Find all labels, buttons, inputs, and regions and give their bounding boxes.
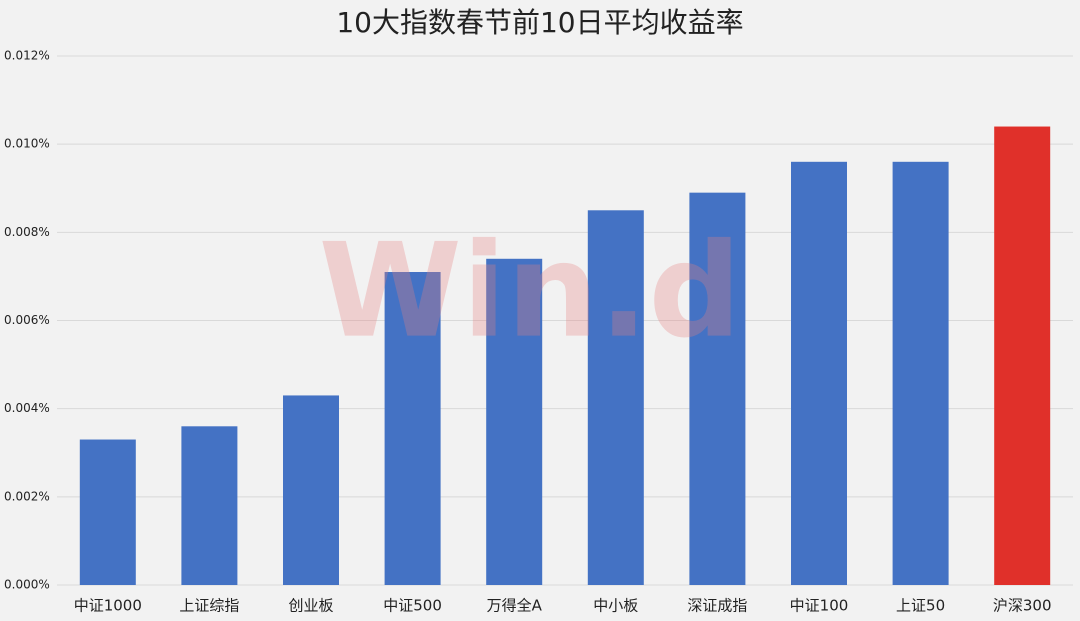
y-tick-label: 0.012% [4,49,50,63]
x-tick-label: 上证综指 [179,597,239,615]
x-tick-label: 中证500 [383,597,442,615]
x-tick-label: 万得全A [487,597,543,615]
y-tick-label: 0.006% [4,313,50,327]
bar [283,395,339,585]
bar [181,426,238,585]
x-tick-label: 深证成指 [687,597,747,615]
bar [689,192,746,586]
y-tick-label: 0.010% [4,137,50,151]
bar [791,161,847,586]
bar [486,258,543,585]
y-tick-label: 0.000% [4,578,50,592]
x-tick-label: 上证50 [896,597,945,615]
x-tick-label: 沪深300 [993,597,1052,615]
x-tick-label: 中证100 [790,597,849,615]
x-tick-label: 中小板 [593,597,638,615]
x-tick-label: 创业板 [288,597,333,615]
y-tick-label: 0.002% [4,489,50,503]
bar [384,272,441,585]
y-tick-label: 0.004% [4,401,50,415]
y-tick-label: 0.008% [4,225,50,239]
bar [79,439,136,585]
bar [892,161,949,586]
chart-title: 10大指数春节前10日平均收益率 [336,6,743,39]
bar [587,210,644,585]
bar [994,126,1051,586]
watermark: Win.d [319,215,742,367]
x-tick-label: 中证1000 [74,597,142,615]
